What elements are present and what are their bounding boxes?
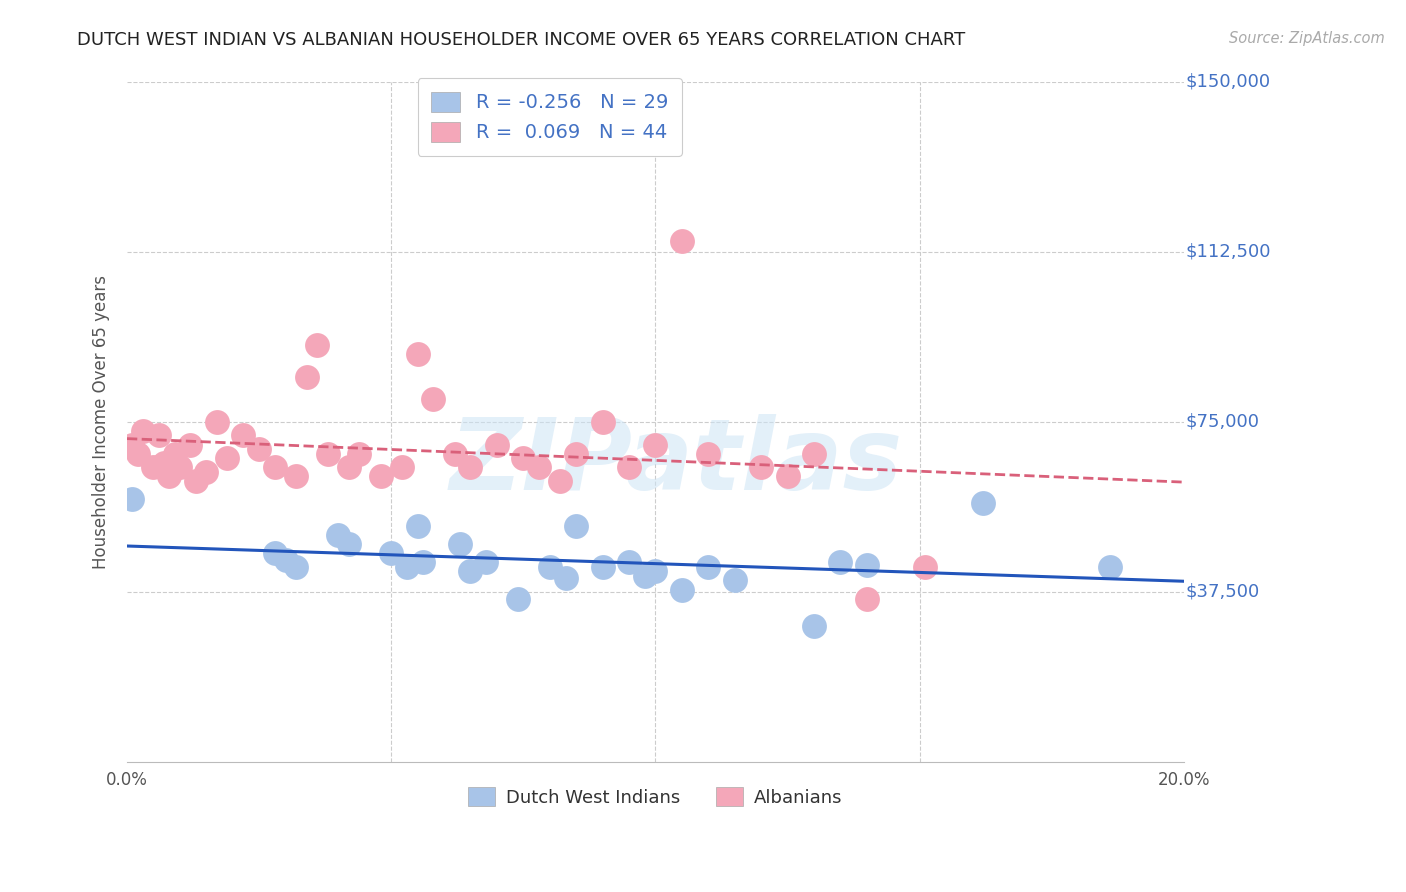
Text: $75,000: $75,000 — [1185, 413, 1260, 431]
Point — [274, 553, 297, 567]
Point — [169, 460, 191, 475]
Point — [855, 558, 877, 572]
Point — [449, 537, 471, 551]
Point — [406, 347, 429, 361]
Text: Source: ZipAtlas.com: Source: ZipAtlas.com — [1229, 31, 1385, 46]
Point — [307, 338, 329, 352]
Point — [163, 447, 186, 461]
Point — [380, 546, 402, 560]
Point — [391, 460, 413, 475]
Point — [337, 537, 360, 551]
Point — [855, 591, 877, 606]
Point — [121, 437, 143, 451]
Point — [337, 460, 360, 475]
Point — [127, 447, 149, 461]
Point — [396, 560, 419, 574]
Point — [422, 392, 444, 407]
Point — [217, 451, 239, 466]
Point — [349, 447, 371, 461]
Point — [914, 560, 936, 574]
Point — [157, 469, 180, 483]
Point — [232, 428, 254, 442]
Point — [285, 560, 308, 574]
Point — [460, 460, 482, 475]
Point — [295, 369, 318, 384]
Y-axis label: Householder Income Over 65 years: Householder Income Over 65 years — [93, 275, 110, 569]
Text: $150,000: $150,000 — [1185, 73, 1271, 91]
Point — [512, 451, 534, 466]
Point — [776, 469, 799, 483]
Point — [264, 460, 287, 475]
Point — [554, 571, 576, 585]
Point — [830, 555, 852, 569]
Point — [697, 560, 720, 574]
Point — [565, 447, 588, 461]
Point — [1098, 560, 1121, 574]
Point — [485, 437, 508, 451]
Point — [370, 469, 392, 483]
Point — [634, 569, 657, 583]
Point — [644, 565, 666, 579]
Point — [316, 447, 339, 461]
Legend: Dutch West Indians, Albanians: Dutch West Indians, Albanians — [461, 780, 851, 814]
Point — [565, 519, 588, 533]
Point — [803, 447, 825, 461]
Point — [195, 465, 218, 479]
Point — [803, 619, 825, 633]
Point — [548, 474, 571, 488]
Point — [153, 456, 176, 470]
Point — [972, 496, 994, 510]
Point — [475, 555, 498, 569]
Point — [132, 424, 155, 438]
Text: $112,500: $112,500 — [1185, 243, 1271, 261]
Point — [724, 574, 747, 588]
Point — [184, 474, 207, 488]
Point — [205, 415, 228, 429]
Point — [592, 415, 614, 429]
Text: DUTCH WEST INDIAN VS ALBANIAN HOUSEHOLDER INCOME OVER 65 YEARS CORRELATION CHART: DUTCH WEST INDIAN VS ALBANIAN HOUSEHOLDE… — [77, 31, 966, 49]
Point — [121, 491, 143, 506]
Point — [264, 546, 287, 560]
Text: $37,500: $37,500 — [1185, 582, 1260, 601]
Point — [328, 528, 350, 542]
Point — [749, 460, 772, 475]
Point — [506, 591, 529, 606]
Point — [671, 582, 693, 597]
Point — [671, 234, 693, 248]
Point — [443, 447, 465, 461]
Point — [247, 442, 270, 456]
Point — [592, 560, 614, 574]
Point — [406, 519, 429, 533]
Point — [412, 555, 434, 569]
Point — [527, 460, 550, 475]
Point — [644, 437, 666, 451]
Point — [148, 428, 170, 442]
Point — [460, 565, 482, 579]
Text: ZIPatlas: ZIPatlas — [450, 414, 903, 511]
Point — [142, 460, 165, 475]
Point — [617, 460, 640, 475]
Point — [617, 555, 640, 569]
Point — [538, 560, 561, 574]
Point — [285, 469, 308, 483]
Point — [697, 447, 720, 461]
Point — [179, 437, 201, 451]
